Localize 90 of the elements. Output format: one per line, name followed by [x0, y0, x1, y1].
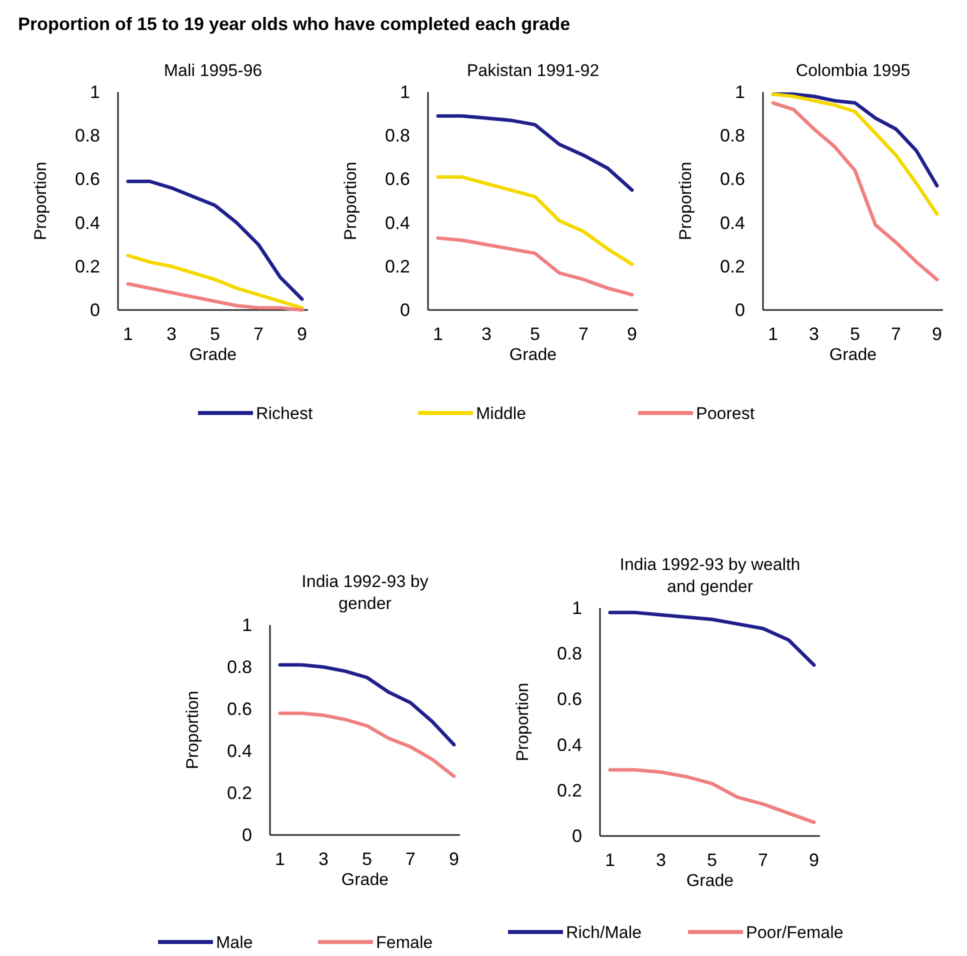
y-tick-label: 0.4 [384, 212, 410, 233]
y-tick-label: 0.4 [556, 734, 582, 755]
line-series [771, 101, 939, 282]
y-tick-label: 1 [734, 82, 745, 102]
x-tick-label: 7 [253, 324, 264, 344]
x-axis-title: Grade [189, 345, 237, 364]
chart-title: India 1992-93 by gender [302, 572, 429, 613]
y-tick-label: 1 [90, 82, 100, 102]
legend-label: Rich/Male [566, 923, 642, 942]
y-tick-label: 0 [90, 300, 100, 320]
y-tick-label: 0.8 [74, 126, 100, 146]
line-series [436, 236, 634, 296]
line-series [126, 282, 304, 312]
x-tick-label: 7 [758, 850, 768, 870]
y-tick-label: 1 [400, 82, 410, 102]
x-axis-title: Grade [686, 871, 734, 890]
x-tick-label: 1 [122, 324, 134, 344]
y-tick-label: 0.8 [384, 126, 410, 146]
x-tick-label: 3 [656, 850, 666, 870]
legend-label: Poorest [696, 404, 755, 423]
y-tick-label: 0.4 [74, 212, 100, 233]
chart-title: Pakistan 1991-92 [466, 61, 600, 80]
x-tick-label: 7 [890, 324, 902, 344]
y-tick-label: 0.2 [556, 780, 582, 800]
y-tick-label: 0.8 [556, 644, 582, 664]
y-axis-title: Proportion [513, 682, 532, 762]
x-tick-label: 7 [405, 849, 416, 869]
y-tick-label: 0.6 [384, 169, 410, 190]
x-tick-label: 9 [932, 324, 942, 344]
y-tick-label: 1 [242, 615, 252, 635]
y-tick-label: 0.6 [226, 699, 252, 719]
x-axis-title: Grade [509, 345, 557, 364]
line-series [436, 114, 634, 192]
x-tick-label: 1 [604, 850, 616, 870]
x-tick-label: 9 [448, 849, 460, 869]
line-series [278, 711, 456, 778]
text: Proportion of 15 to 19 year olds who have completed each grade [18, 14, 570, 34]
legend-label: Middle [476, 404, 526, 423]
chart-title: India 1992-93 by wealth and gender [620, 555, 800, 596]
y-tick-label: 0.4 [720, 212, 745, 233]
x-axis-title: Grade [341, 870, 389, 889]
x-tick-label: 9 [626, 324, 638, 344]
line-series [608, 768, 816, 824]
x-axis-title: Grade [829, 345, 877, 364]
x-tick-label: 3 [481, 324, 492, 344]
chart-title: Colombia 1995 [796, 61, 910, 80]
y-axis-title: Proportion [31, 162, 50, 240]
line-series [126, 180, 304, 301]
y-tick-label: 0.4 [226, 741, 252, 761]
x-tick-label: 3 [166, 324, 177, 344]
x-tick-label: 5 [706, 850, 718, 870]
chart-title: Mali 1995-96 [164, 61, 262, 80]
x-tick-label: 9 [808, 850, 820, 870]
x-tick-label: 1 [274, 849, 286, 869]
line-series [608, 610, 816, 667]
y-tick-label: 0 [400, 300, 410, 320]
line-series [278, 663, 456, 746]
x-tick-label: 7 [578, 324, 589, 344]
y-tick-label: 0.8 [720, 126, 745, 146]
y-tick-label: 0 [242, 825, 252, 845]
y-tick-label: 0.6 [74, 169, 100, 190]
y-tick-label: 0.8 [226, 657, 252, 677]
line-series [436, 175, 634, 266]
x-tick-label: 5 [530, 324, 540, 344]
x-tick-label: 1 [768, 324, 778, 344]
y-axis-title: Proportion [676, 162, 695, 240]
y-tick-label: 0 [572, 826, 582, 846]
legend-label: Richest [256, 404, 313, 423]
y-tick-label: 0.2 [226, 783, 252, 803]
legend-label: Female [376, 933, 433, 952]
x-tick-label: 5 [210, 324, 220, 344]
y-axis-title: Proportion [183, 690, 202, 770]
x-tick-label: 3 [318, 849, 329, 869]
y-tick-label: 0.2 [384, 256, 410, 276]
x-tick-label: 9 [296, 324, 308, 344]
legend-label: Poor/Female [746, 923, 844, 942]
y-axis-title: Proportion [341, 162, 360, 240]
y-tick-label: 1 [572, 598, 582, 618]
y-tick-label: 0.6 [720, 169, 745, 190]
x-tick-label: 5 [362, 849, 372, 869]
line-series [771, 92, 939, 216]
x-tick-label: 5 [850, 324, 860, 344]
y-tick-label: 0 [734, 300, 745, 320]
legend-label: Male [216, 933, 253, 952]
y-tick-label: 0.6 [556, 689, 582, 710]
x-tick-label: 3 [808, 324, 820, 344]
y-tick-label: 0.2 [720, 256, 745, 276]
y-tick-label: 0.2 [74, 256, 100, 276]
x-tick-label: 1 [432, 324, 444, 344]
line-series [126, 254, 304, 310]
